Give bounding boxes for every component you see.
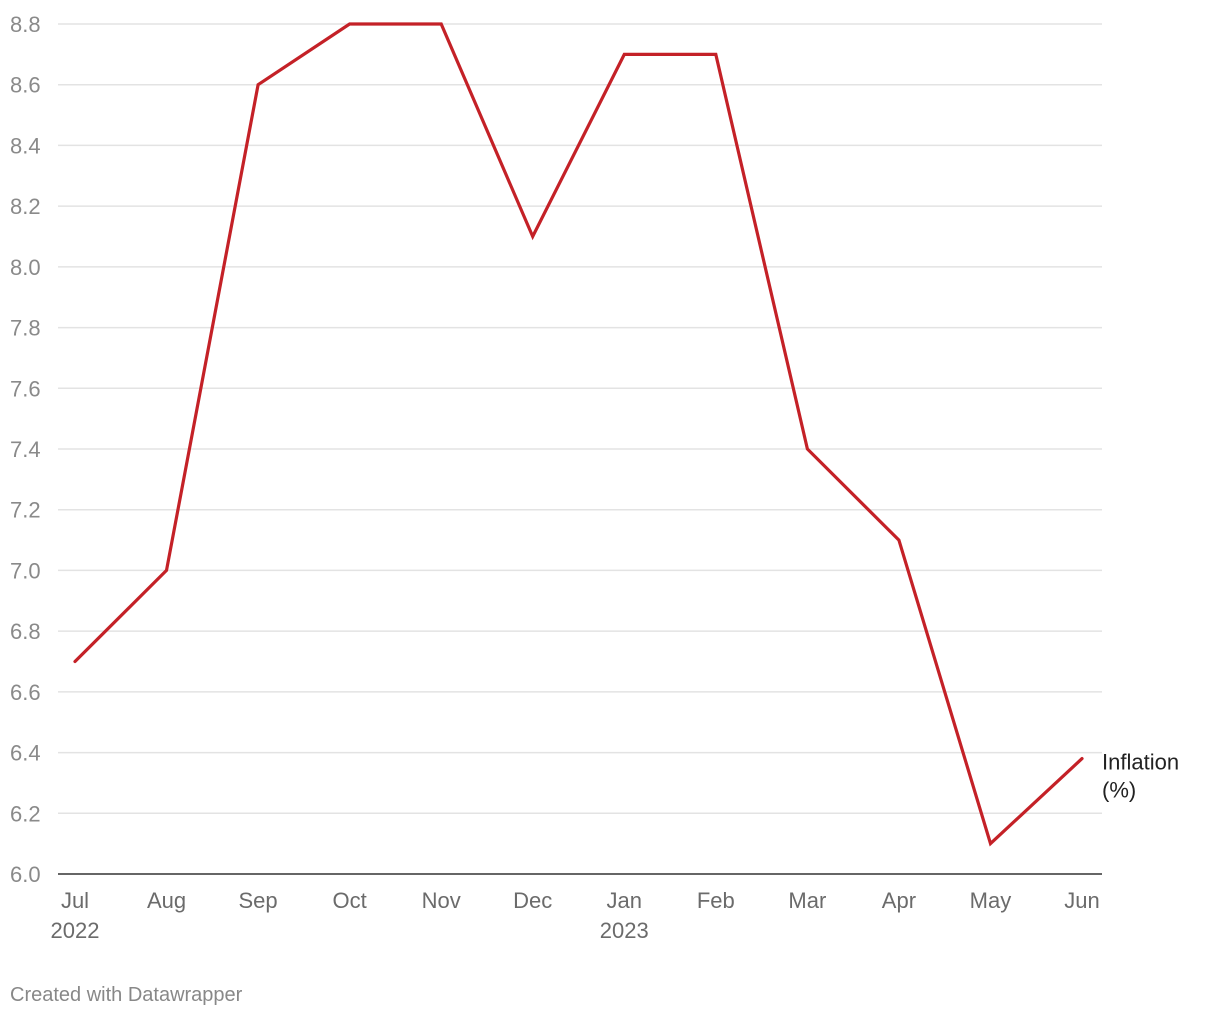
x-tick-month: Feb [697, 888, 735, 913]
y-tick-label: 7.2 [10, 498, 41, 523]
y-tick-label: 6.6 [10, 680, 41, 705]
series-label-line: Inflation [1102, 750, 1179, 775]
x-tick-label: Feb [697, 888, 735, 913]
series-points [74, 23, 1083, 844]
x-tick-month: Oct [333, 888, 367, 913]
y-gridlines [58, 23, 1102, 875]
datawrapper-credit: Created with Datawrapper [10, 984, 243, 1006]
series-label-inflation: Inflation (%) [1102, 750, 1179, 803]
x-tick-label: Mar [788, 888, 826, 913]
x-tick-month: May [970, 888, 1012, 913]
x-tick-month: Apr [882, 888, 916, 913]
y-tick-label: 8.4 [10, 133, 41, 158]
y-tick-label: 7.8 [10, 316, 41, 341]
x-tick-month: Sep [239, 888, 278, 913]
series-label-line: (%) [1102, 778, 1136, 803]
x-tick-label: Aug [147, 888, 186, 913]
x-tick-month: Nov [422, 888, 461, 913]
series-line-inflation [73, 22, 1084, 847]
x-tick-label: Jan 2023 [600, 888, 649, 943]
x-tick-label: Sep [239, 888, 278, 913]
x-tick-month: Jun [1064, 888, 1099, 913]
x-tick-label: Nov [422, 888, 461, 913]
y-tick-label: 8.8 [10, 12, 41, 37]
y-tick-label: 6.8 [10, 619, 41, 644]
y-tick-label: 7.0 [10, 558, 41, 583]
x-tick-label: Jul 2022 [51, 888, 100, 943]
y-tick-label: 6.4 [10, 741, 41, 766]
x-tick-month: Jan [607, 888, 642, 913]
y-tick-label: 8.6 [10, 73, 41, 98]
x-tick-year: 2023 [600, 918, 649, 943]
y-tick-label: 8.2 [10, 194, 41, 219]
y-tick-label: 7.4 [10, 437, 41, 462]
x-tick-label: May [970, 888, 1012, 913]
inflation-line-chart: 6.0 6.2 6.4 6.6 6.8 7.0 7.2 7.4 7.6 7.8 8.0 8.2 8.4 8… [10, 12, 1179, 943]
x-tick-label: Oct [333, 888, 367, 913]
x-axis-tick-labels: Jul 2022 Aug Sep Oct Nov Dec Jan 2023 Feb Mar Apr Ma… [51, 888, 1100, 943]
y-tick-label: 8.0 [10, 255, 41, 280]
x-tick-month: Jul [61, 888, 89, 913]
x-tick-month: Dec [513, 888, 552, 913]
x-tick-year: 2022 [51, 918, 100, 943]
y-axis-tick-labels: 6.0 6.2 6.4 6.6 6.8 7.0 7.2 7.4 7.6 7.8 8.0 8.2 8.4 8… [10, 12, 41, 887]
y-tick-label: 7.6 [10, 376, 41, 401]
y-tick-label: 6.2 [10, 801, 41, 826]
y-tick-label: 6.0 [10, 862, 41, 887]
x-tick-label: Dec [513, 888, 552, 913]
x-tick-label: Jun [1064, 888, 1099, 913]
x-tick-month: Mar [788, 888, 826, 913]
x-tick-label: Apr [882, 888, 916, 913]
x-tick-month: Aug [147, 888, 186, 913]
